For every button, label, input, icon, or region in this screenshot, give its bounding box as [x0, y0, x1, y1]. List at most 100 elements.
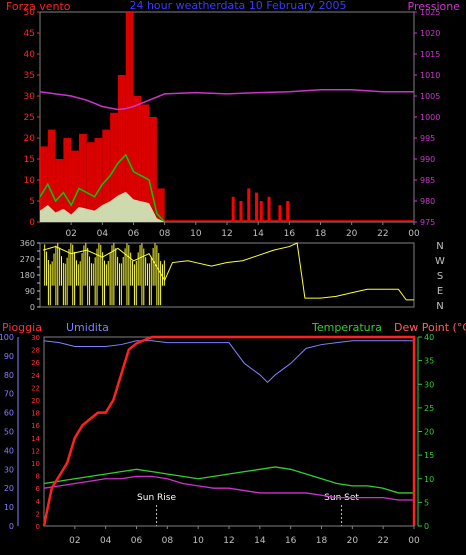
- direction-compass-label: E: [437, 286, 443, 297]
- temp-tick-label: 40: [424, 333, 434, 342]
- wind-gust-bar: [55, 159, 64, 222]
- direction-compass-label: W: [435, 256, 445, 267]
- wind-gust-bar: [149, 117, 157, 222]
- sun-marker-label: Sun Rise: [137, 493, 176, 503]
- humidity-tick-label: 100: [0, 333, 14, 342]
- pressure-axis-label: Pressione: [408, 0, 461, 13]
- wind-gust-bar: [141, 104, 150, 222]
- direction-tick-label: 270: [20, 255, 35, 264]
- pressure-right-tick-label: 1020: [420, 29, 440, 38]
- humidity-tick-label: 30: [4, 465, 14, 474]
- wind-left-tick-label: 10: [24, 176, 36, 186]
- rain-tick-label: 2: [36, 510, 40, 518]
- pressure-right-tick-label: 1025: [420, 8, 440, 17]
- wind-gust-bar: [94, 138, 103, 222]
- temp-tick-label: 25: [424, 404, 434, 413]
- temp-tick-label: 20: [424, 428, 434, 437]
- rain-tick-label: 8: [36, 473, 40, 481]
- wind-gust-bar: [117, 75, 126, 222]
- wind-gust-bar: [78, 133, 87, 222]
- wind-gust-bar: [286, 201, 290, 222]
- dewpoint-line: [43, 475, 414, 501]
- wind-x-tick-label: 04: [97, 229, 109, 239]
- weather-x-tick-label: 14: [254, 536, 266, 546]
- wind-gust-bar: [133, 96, 142, 222]
- wind-x-tick-label: 10: [190, 229, 202, 239]
- wind-left-tick-label: 25: [24, 113, 35, 123]
- direction-tick-label: 0: [30, 303, 35, 312]
- direction-tick-label: 90: [25, 287, 35, 296]
- wind-gust-bar: [278, 205, 282, 222]
- pressure-right-tick-label: 1010: [420, 71, 440, 80]
- wind-gust-bar: [259, 201, 263, 222]
- temp-tick-label: 30: [424, 380, 434, 389]
- rain-tick-label: 20: [31, 397, 40, 405]
- weather-x-tick-label: 00: [408, 536, 420, 546]
- humidity-tick-label: 50: [4, 428, 14, 437]
- weather-x-tick-label: 18: [316, 536, 328, 546]
- wind-gust-bar: [267, 196, 271, 222]
- pressure-line: [39, 88, 414, 111]
- pressure-right-tick-label: 1000: [420, 113, 440, 122]
- wind-left-tick-label: 0: [29, 218, 35, 228]
- wind-x-tick-label: 02: [65, 229, 76, 239]
- rain-axis-label: Pioggia: [2, 321, 42, 334]
- pressure-right-tick-label: 980: [420, 197, 435, 206]
- rain-tick-label: 26: [31, 359, 40, 367]
- rain-line: [42, 335, 416, 527]
- wind-gust-bar: [110, 112, 118, 222]
- rain-tick-label: 24: [31, 372, 40, 380]
- temp-axis-label: Temperatura: [311, 321, 382, 334]
- wind-x-tick-label: 22: [377, 229, 388, 239]
- wind-avg-line: [39, 153, 166, 223]
- weather-x-tick-label: 10: [192, 536, 204, 546]
- temp-tick-label: 0: [424, 522, 429, 531]
- dewpoint-axis-label: Dew Point (°C): [394, 321, 466, 334]
- temperature-line: [43, 466, 414, 494]
- pressure-right-tick-label: 975: [420, 218, 435, 227]
- weather-x-tick-label: 22: [377, 536, 388, 546]
- weather-x-tick-label: 06: [131, 536, 143, 546]
- wind-left-tick-label: 35: [24, 71, 35, 81]
- wind-gust-bar: [86, 142, 95, 222]
- direction-compass-label: S: [437, 271, 443, 282]
- humidity-tick-label: 40: [4, 446, 14, 455]
- wind-left-tick-label: 40: [24, 50, 36, 60]
- direction-compass-label: N: [436, 301, 443, 312]
- wind-x-tick-label: 00: [408, 229, 420, 239]
- wind-x-tick-label: 08: [159, 229, 171, 239]
- rain-tick-label: 10: [31, 460, 40, 468]
- wind-gust-bar: [247, 188, 251, 222]
- humidity-tick-label: 0: [9, 522, 14, 531]
- rain-tick-label: 28: [31, 347, 40, 355]
- humidity-tick-label: 70: [4, 390, 14, 399]
- weather-x-tick-label: 02: [69, 536, 80, 546]
- wind-left-tick-label: 15: [24, 155, 35, 165]
- weather-x-tick-label: 04: [100, 536, 112, 546]
- wind-gust-bar: [231, 196, 235, 222]
- pressure-right-tick-label: 1005: [420, 92, 440, 101]
- wind-gust-bar: [156, 188, 165, 222]
- wind-x-tick-label: 14: [252, 229, 264, 239]
- wind-x-tick-label: 12: [221, 229, 232, 239]
- temp-tick-label: 5: [424, 498, 429, 507]
- wind-axis-label: Forza vento: [6, 0, 71, 13]
- wind-gust-bar: [255, 192, 259, 222]
- rain-tick-label: 4: [36, 498, 41, 506]
- humidity-tick-label: 60: [4, 409, 14, 418]
- rain-tick-label: 0: [36, 523, 40, 531]
- wind-left-tick-label: 45: [24, 29, 35, 39]
- direction-line: [42, 242, 414, 301]
- wind-gust-bar: [125, 12, 134, 222]
- humidity-tick-label: 20: [4, 484, 14, 493]
- rain-tick-label: 30: [31, 334, 40, 342]
- wind-gust-bar: [47, 129, 56, 222]
- direction-tick-label: 360: [20, 239, 35, 248]
- rain-tick-label: 14: [31, 435, 40, 443]
- rain-tick-label: 12: [31, 447, 40, 455]
- wind-x-tick-label: 20: [346, 229, 358, 239]
- rain-tick-label: 18: [31, 410, 40, 418]
- wind-left-tick-label: 50: [24, 8, 36, 18]
- direction-tick-label: 180: [20, 271, 35, 280]
